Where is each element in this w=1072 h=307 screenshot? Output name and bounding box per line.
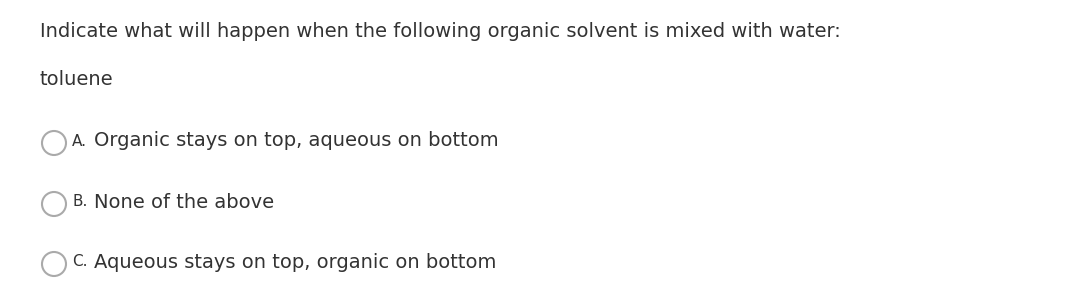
Text: Organic stays on top, aqueous on bottom: Organic stays on top, aqueous on bottom	[94, 131, 498, 150]
Text: C.: C.	[72, 255, 88, 270]
Text: toluene: toluene	[40, 70, 114, 89]
Text: None of the above: None of the above	[94, 192, 274, 212]
Text: Aqueous stays on top, organic on bottom: Aqueous stays on top, organic on bottom	[94, 252, 496, 271]
Text: A.: A.	[72, 134, 87, 149]
Text: B.: B.	[72, 195, 88, 209]
Text: Indicate what will happen when the following organic solvent is mixed with water: Indicate what will happen when the follo…	[40, 22, 840, 41]
